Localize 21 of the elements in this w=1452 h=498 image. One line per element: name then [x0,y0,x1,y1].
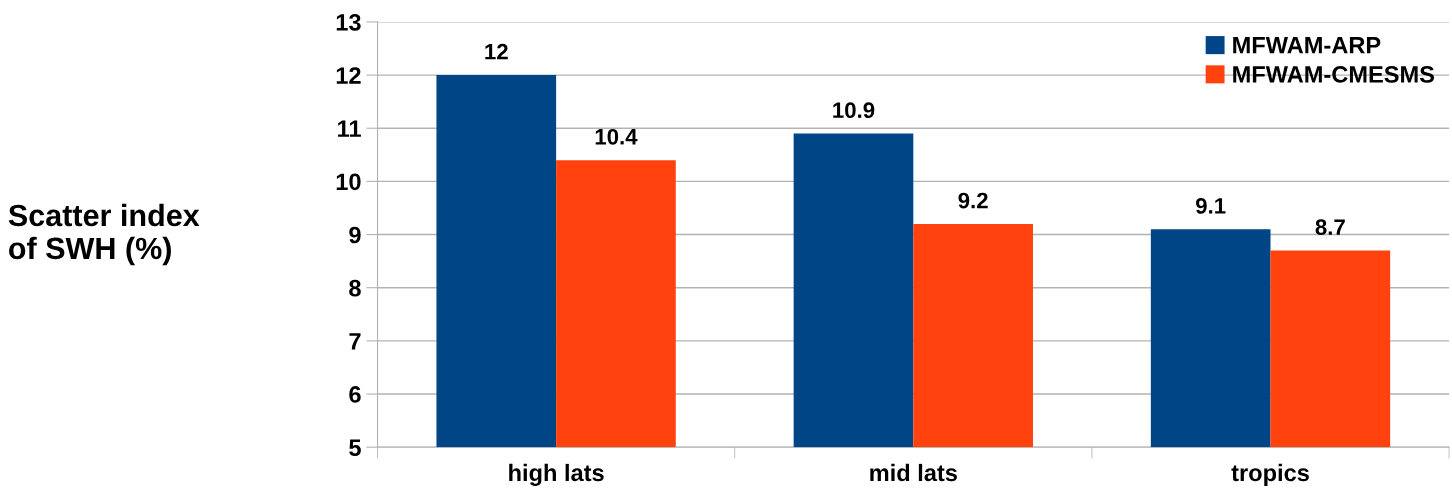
y-tick-label: 10 [336,173,361,191]
y-tick-label: 11 [338,120,361,137]
legend-label: MFWAM-ARP [1233,37,1381,54]
y-axis-title: Scatter index of SWH (%) [8,203,200,266]
x-tick-label: mid lats [870,463,957,482]
y-tick-label: 13 [336,13,361,31]
y-tick-label: 8 [349,279,361,297]
data-label: 10.9 [833,102,875,119]
legend-label: MFWAM-CMESMS [1233,66,1435,83]
data-label: 9.2 [958,192,988,209]
x-tick-label: tropics [1231,463,1309,486]
data-label: 12 [485,43,508,60]
data-label: 8.7 [1315,219,1345,235]
y-tick-label: 6 [349,386,361,403]
y-tick-label: 9 [349,226,361,244]
y-tick-label: 5 [349,439,361,456]
data-label: 10.4 [595,128,638,145]
x-tick-label: high lats [509,463,604,486]
y-tick-label: 7 [349,333,361,350]
y-tick-label: 12 [336,67,361,84]
data-label: 9.1 [1196,198,1226,214]
